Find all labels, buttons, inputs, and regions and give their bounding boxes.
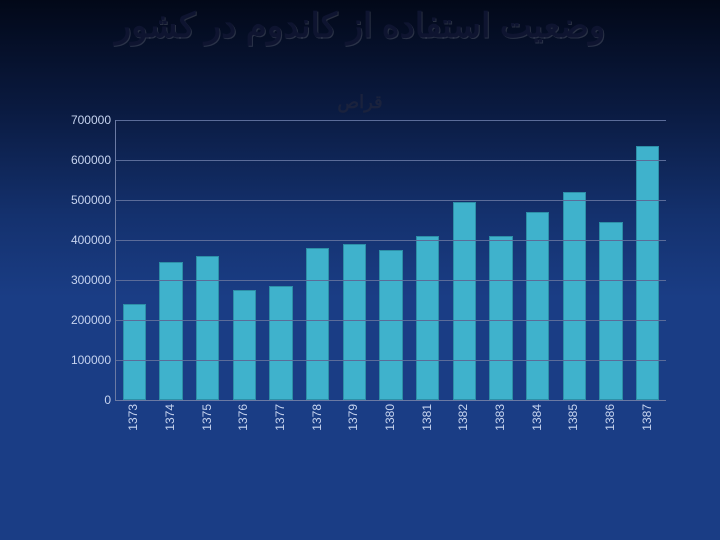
bar (343, 244, 366, 400)
bar-slot (556, 120, 593, 400)
x-tick-label: 1382 (456, 404, 470, 431)
x-tick-label: 1387 (640, 404, 654, 431)
bar (233, 290, 256, 400)
bar-slot (519, 120, 556, 400)
x-tick-label: 1385 (566, 404, 580, 431)
x-tick-label: 1377 (273, 404, 287, 431)
y-tick-label: 600000 (56, 153, 111, 167)
x-tick-slot: 1381 (408, 404, 445, 474)
x-tick-slot: 1383 (482, 404, 519, 474)
bar-slot (226, 120, 263, 400)
bar-slot (483, 120, 520, 400)
y-tick-label: 0 (56, 393, 111, 407)
y-tick-label: 500000 (56, 193, 111, 207)
bar (489, 236, 512, 400)
x-tick-label: 1381 (420, 404, 434, 431)
grid-line (116, 360, 666, 361)
x-tick-slot: 1375 (188, 404, 225, 474)
x-tick-slot: 1373 (115, 404, 152, 474)
chart-title: وضعیت استفاده از کاندوم در کشور (0, 6, 720, 46)
bar-slot (373, 120, 410, 400)
grid-line (116, 120, 666, 121)
bar-slot (593, 120, 630, 400)
x-tick-label: 1378 (310, 404, 324, 431)
x-tick-slot: 1376 (225, 404, 262, 474)
bar-slot (189, 120, 226, 400)
x-tick-slot: 1382 (445, 404, 482, 474)
y-tick-label: 400000 (56, 233, 111, 247)
grid-line (116, 320, 666, 321)
x-tick-label: 1374 (163, 404, 177, 431)
x-tick-slot: 1379 (335, 404, 372, 474)
bar-slot (299, 120, 336, 400)
x-tick-label: 1386 (603, 404, 617, 431)
bar-chart: 0100000200000300000400000500000600000700… (55, 120, 665, 480)
grid-line (116, 200, 666, 201)
bar (379, 250, 402, 400)
x-tick-label: 1384 (530, 404, 544, 431)
bars-container (116, 120, 666, 400)
y-tick-label: 700000 (56, 113, 111, 127)
x-tick-slot: 1374 (152, 404, 189, 474)
x-tick-slot: 1387 (628, 404, 665, 474)
bar (196, 256, 219, 400)
x-tick-slot: 1384 (518, 404, 555, 474)
bar-slot (409, 120, 446, 400)
x-tick-label: 1375 (200, 404, 214, 431)
x-tick-label: 1373 (126, 404, 140, 431)
plot-area: 0100000200000300000400000500000600000700… (115, 120, 666, 401)
x-axis-labels: 1373 1374 1375 1376 1377 1378 1379 1380 1381 1382… (115, 404, 665, 474)
bar-slot (263, 120, 300, 400)
slide: وضعیت استفاده از کاندوم در کشور قراص 010… (0, 0, 720, 540)
bar-slot (446, 120, 483, 400)
y-tick-label: 200000 (56, 313, 111, 327)
x-tick-slot: 1380 (372, 404, 409, 474)
bar (306, 248, 329, 400)
bar-slot (629, 120, 666, 400)
x-tick-slot: 1386 (592, 404, 629, 474)
bar (453, 202, 476, 400)
bar (599, 222, 622, 400)
grid-line (116, 160, 666, 161)
bar (123, 304, 146, 400)
bar (416, 236, 439, 400)
x-tick-slot: 1385 (555, 404, 592, 474)
x-tick-slot: 1378 (298, 404, 335, 474)
bar-slot (116, 120, 153, 400)
y-tick-label: 300000 (56, 273, 111, 287)
x-tick-label: 1383 (493, 404, 507, 431)
y-tick-label: 100000 (56, 353, 111, 367)
bar (269, 286, 292, 400)
bar (636, 146, 659, 400)
x-tick-label: 1379 (346, 404, 360, 431)
bar-slot (153, 120, 190, 400)
bar (563, 192, 586, 400)
chart-subtitle: قراص (0, 92, 720, 113)
bar-slot (336, 120, 373, 400)
grid-line (116, 280, 666, 281)
x-tick-label: 1380 (383, 404, 397, 431)
x-tick-slot: 1377 (262, 404, 299, 474)
x-tick-label: 1376 (236, 404, 250, 431)
grid-line (116, 240, 666, 241)
bar (159, 262, 182, 400)
